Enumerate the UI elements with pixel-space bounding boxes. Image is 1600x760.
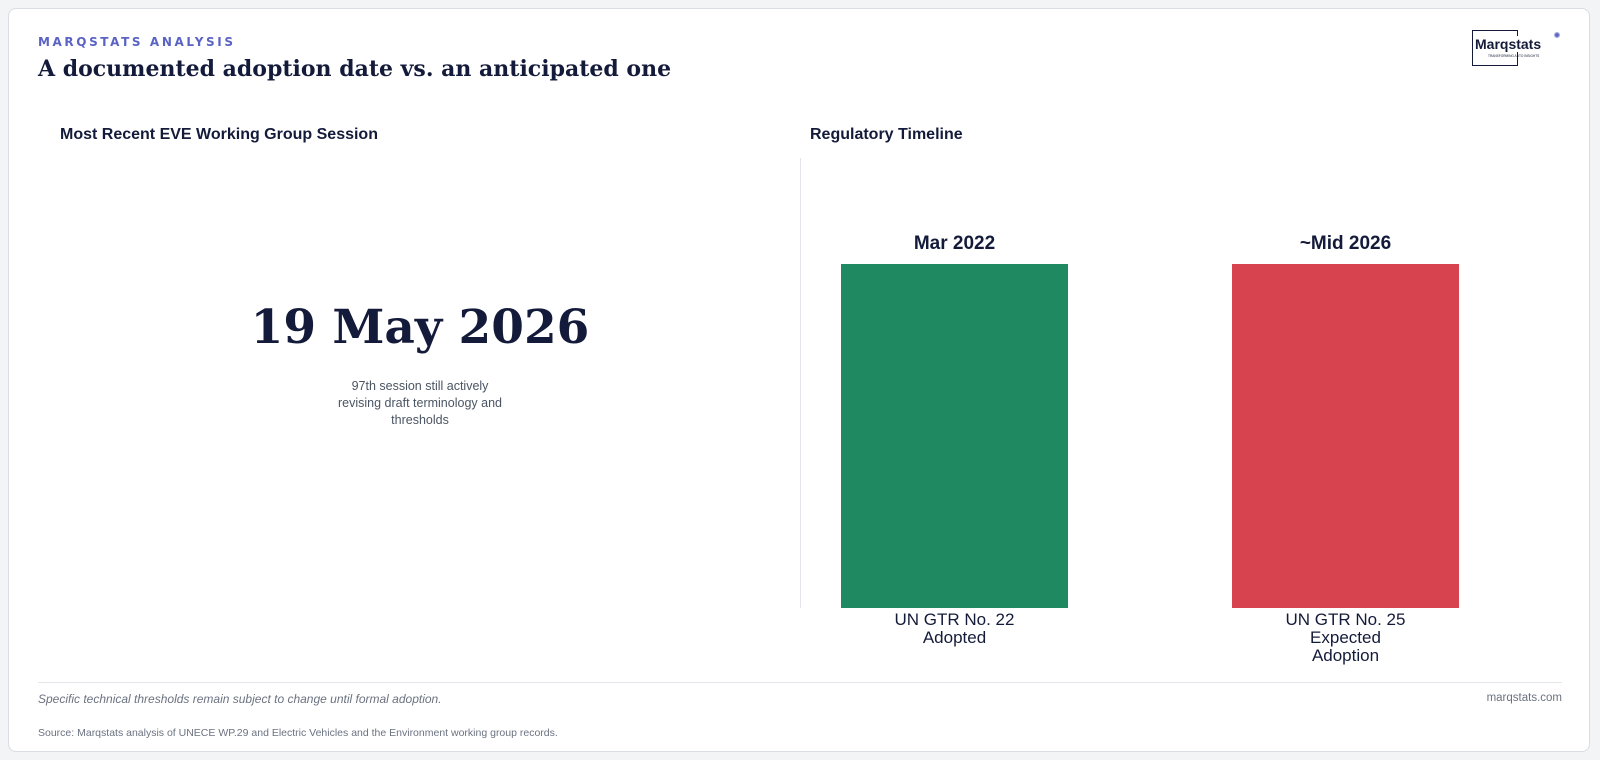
right-panel-heading: Regulatory Timeline xyxy=(810,126,963,143)
kpi-note: 97th session still actively revising dra… xyxy=(338,379,502,427)
site-link[interactable]: marqstats.com xyxy=(1486,692,1562,704)
category-tick-label: UN GTR No. 25 Expected Adoption xyxy=(1286,610,1406,665)
page-title: A documented adoption date vs. an antici… xyxy=(38,56,672,82)
footer-divider xyxy=(38,682,1562,683)
bar-2 xyxy=(1232,264,1459,608)
panel-divider xyxy=(800,158,801,608)
marqstats-logo: Marqstats TRANSFORMING AUTO INSIGHTS xyxy=(1472,30,1560,66)
bar-data-label: ~Mid 2026 xyxy=(1300,233,1391,254)
kicker-label: MARQSTATS ANALYSIS xyxy=(38,35,236,49)
category-tick-label: UN GTR No. 22 Adopted xyxy=(895,610,1015,647)
bar-1 xyxy=(841,264,1068,608)
kpi-date-value: 19 May 2026 xyxy=(250,300,590,355)
logo-wordmark: Marqstats xyxy=(1475,36,1541,52)
timeline-bar-chart: Mar 2022 UN GTR No. 22 Adopted ~Mid 2026 UN … xyxy=(841,233,1459,665)
logo-dot-core-icon xyxy=(1555,33,1559,37)
logo-tagline: TRANSFORMING AUTO INSIGHTS xyxy=(1488,54,1539,58)
footer-note: Specific technical thresholds remain sub… xyxy=(38,692,442,706)
source-note: Source: Marqstats analysis of UNECE WP.2… xyxy=(38,727,558,739)
left-panel-heading: Most Recent EVE Working Group Session xyxy=(60,126,378,143)
bar-data-label: Mar 2022 xyxy=(914,233,995,254)
